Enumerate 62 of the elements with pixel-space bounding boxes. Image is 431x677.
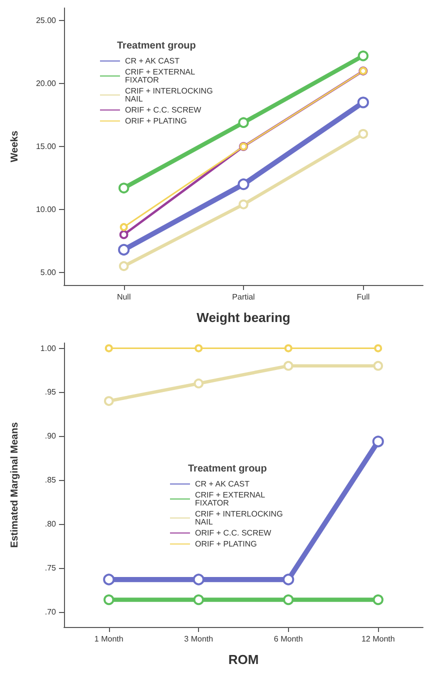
point bbox=[104, 396, 114, 406]
point bbox=[104, 594, 114, 606]
legend-label: ORIF + C.C. SCREW bbox=[195, 528, 272, 538]
point bbox=[238, 117, 249, 128]
point bbox=[118, 261, 129, 272]
legend-title: Treatment group bbox=[117, 40, 196, 52]
legend-label: CRIF + EXTERNAL FIXATOR bbox=[125, 68, 197, 84]
y-tick-label: .90 bbox=[44, 432, 57, 441]
point bbox=[119, 230, 128, 240]
point bbox=[192, 574, 204, 586]
y-tick-label: .80 bbox=[44, 520, 57, 529]
x-tick-label: 12 Month bbox=[361, 634, 395, 644]
legend-label: ORIF + PLATING bbox=[125, 116, 187, 126]
legend-title: Treatment group bbox=[188, 464, 267, 474]
y-tick-label: .95 bbox=[44, 388, 57, 397]
point bbox=[103, 574, 115, 586]
x-tick-label: 6 Month bbox=[274, 634, 303, 644]
point bbox=[373, 360, 384, 371]
y-tick-label: 10.00 bbox=[36, 204, 57, 214]
point bbox=[238, 200, 248, 210]
legend-label: CRIF + INTERLOCKING NAIL bbox=[195, 510, 286, 526]
y-tick-label: 25.00 bbox=[36, 16, 57, 26]
point bbox=[194, 378, 204, 388]
point bbox=[284, 344, 292, 352]
y-tick-label: .70 bbox=[44, 608, 57, 617]
y-tick-label: 1.00 bbox=[40, 344, 57, 353]
x-tick-label: Full bbox=[356, 292, 370, 302]
legend-label: CR + AK CAST bbox=[125, 56, 180, 66]
point bbox=[120, 223, 128, 232]
point bbox=[358, 129, 368, 139]
point bbox=[193, 594, 204, 606]
x-tick-label: Null bbox=[116, 292, 131, 302]
x-tick-label: 3 Month bbox=[184, 634, 214, 644]
legend-label: ORIF + C.C. SCREW bbox=[125, 106, 202, 114]
point bbox=[118, 182, 130, 194]
legend-label: CR + AK CAST bbox=[195, 480, 250, 488]
y-tick-label: .85 bbox=[44, 476, 57, 485]
point bbox=[104, 344, 113, 352]
y-tick-label: .75 bbox=[44, 564, 57, 573]
legend-label: ORIF + PLATING bbox=[195, 540, 257, 548]
x-tick-label: Partial bbox=[232, 292, 256, 302]
legend-label: CRIF + INTERLOCKING NAIL bbox=[125, 86, 216, 104]
x-axis-title: Weight bearing bbox=[196, 310, 290, 325]
x-tick-label: 1 Month bbox=[94, 634, 124, 644]
point bbox=[372, 436, 384, 448]
y-tick-label: 20.00 bbox=[36, 79, 57, 88]
point bbox=[374, 344, 382, 352]
point bbox=[358, 50, 369, 62]
point bbox=[283, 594, 294, 606]
point bbox=[118, 244, 130, 256]
y-tick-label: 5.00 bbox=[40, 268, 57, 277]
point bbox=[194, 344, 203, 352]
point bbox=[282, 574, 294, 586]
legend-label: CRIF + EXTERNAL FIXATOR bbox=[195, 490, 267, 508]
point bbox=[357, 96, 369, 108]
y-tick-label: 15.00 bbox=[36, 142, 57, 151]
point bbox=[372, 594, 384, 606]
point bbox=[283, 360, 294, 371]
y-axis-title: Estimated Marginal Means bbox=[10, 422, 20, 548]
point bbox=[238, 178, 250, 190]
y-axis-title: Weeks bbox=[10, 130, 20, 162]
x-axis-title: ROM bbox=[228, 652, 259, 667]
